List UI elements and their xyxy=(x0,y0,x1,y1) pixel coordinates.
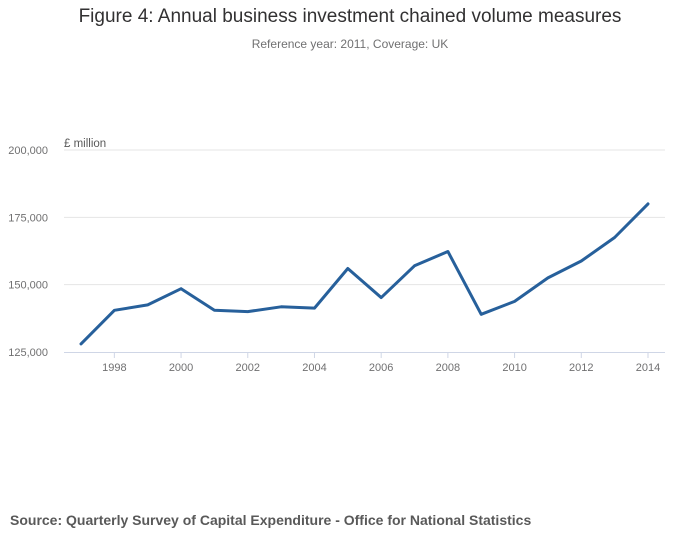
y-tick-label: 125,000 xyxy=(8,347,48,359)
x-tick-label: 2014 xyxy=(636,362,660,374)
y-tick-label: 175,000 xyxy=(8,212,48,224)
x-tick-label: 2008 xyxy=(436,362,460,374)
series-line xyxy=(79,202,650,346)
chart-title: Figure 4: Annual business investment cha… xyxy=(78,6,622,27)
series-group xyxy=(79,202,650,346)
chart-subtitle: Reference year: 2011, Coverage: UK xyxy=(251,37,449,51)
y-axis: 125,000 150,000 175,000 200,000 xyxy=(8,145,48,359)
x-tick-label: 1998 xyxy=(102,362,126,374)
y-tick-label: 150,000 xyxy=(8,280,48,292)
source-note: Source: Quarterly Survey of Capital Expe… xyxy=(10,512,532,528)
x-tick-label: 2004 xyxy=(302,362,326,374)
y-axis-label: £ million xyxy=(64,138,106,150)
x-tick-label: 2012 xyxy=(569,362,593,374)
x-tick-label: 2006 xyxy=(369,362,393,374)
x-axis: 1998 2000 2002 2004 2006 2008 2010 2012 2014 xyxy=(64,352,665,374)
x-tick-label: 2010 xyxy=(502,362,526,374)
x-tick-label: 2000 xyxy=(169,362,193,374)
x-tick-label: 2002 xyxy=(236,362,260,374)
y-tick-label: 200,000 xyxy=(8,145,48,157)
